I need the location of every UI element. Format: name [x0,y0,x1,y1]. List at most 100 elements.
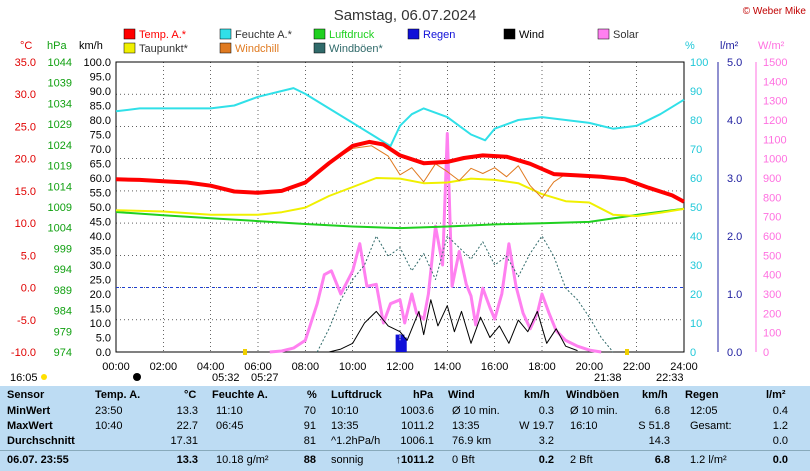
wind-tick-label: 65.0 [90,159,111,171]
pressure-tick-label: 994 [54,264,72,276]
rain-time: 1.2 l/m² [690,454,727,466]
wind-tick-label: 45.0 [90,217,111,229]
legend-swatch [407,28,420,40]
time-tick-label: 00:00 [102,361,130,373]
header-hum-unit: % [307,389,317,401]
time-tick-label: 08:00 [292,361,320,373]
solar-tick-label: 700 [763,212,781,224]
press-time: 13:35 [331,420,359,432]
wind-value: 3.2 [538,435,554,447]
legend-swatch [219,28,232,40]
rain-tick-label: 4.0 [727,115,742,127]
temp-tick-label: -10.0 [11,347,36,359]
rain-value: 1.2 [772,420,788,432]
temp-value: 17.31 [170,435,198,447]
wind-tick-label: 20.0 [90,289,111,301]
header-temp: Temp. A. [95,389,141,401]
wind-tick-label: 90.0 [90,86,111,98]
wind-time: Ø 10 min. [452,405,500,417]
rain-value: 0.4 [772,405,788,417]
legend-label: Temp. A.* [139,29,187,41]
legend-swatch [597,28,610,40]
series-line-windb-en [316,235,614,353]
pressure-tick-label: 1039 [48,78,72,90]
humidity-tick-label: 100 [690,57,708,69]
legend-label: Windböen* [329,43,384,55]
pressure-tick-label: 1029 [48,119,72,131]
temp-value: 13.3 [176,405,198,417]
wind-tick-label: 50.0 [90,202,111,214]
row-label: Durchschnitt [7,435,75,447]
solar-tick-label: 0 [763,347,769,359]
legend-swatch [313,28,326,40]
time-tick-label: 10:00 [339,361,367,373]
wind-tick-label: 35.0 [90,246,111,258]
pressure-unit-label: hPa [47,40,67,52]
row-label: MaxWert [7,420,53,432]
rain-bar [395,334,400,352]
humidity-tick-label: 30 [690,260,702,272]
header-temp-unit: °C [184,389,197,401]
temp-unit-label: °C [20,40,32,52]
rain-value: 0.0 [772,435,788,447]
rain-time: Gesamt: [690,420,732,432]
press-time: sonnig [331,454,364,466]
row-label: 06.07. 23:55 [7,454,69,466]
series-line-feuchte-a [115,87,685,148]
wind-unit-label: km/h [79,40,103,52]
temp-time: 10:40 [95,420,123,432]
legend-label: Solar [613,29,639,41]
solar-tick-label: 800 [763,192,781,204]
temp-tick-label: 10.0 [15,218,36,230]
series-line-windchill [328,145,566,199]
humidity-tick-label: 0 [690,347,696,359]
header-press: Luftdruck [331,389,382,401]
gust-value: S 51.8 [638,420,670,432]
wind-time: 76.9 km [452,435,492,447]
chart-series [115,87,685,354]
pressure-tick-label: 999 [54,243,72,255]
solar-unit-label: W/m² [758,40,785,52]
solar-tick-label: 400 [763,270,781,282]
pressure-tick-label: 989 [54,285,72,297]
solar-tick-label: 100 [763,328,781,340]
gust-time: Ø 10 min. [570,405,618,417]
copyright-text: © Weber Mike [743,6,807,17]
temp-time: 23:50 [95,405,123,417]
rain-unit-label: l/m² [720,40,739,52]
table-row: MinWert 23:50 13.3 11:10 70 10:10 1003.6 Ø 10 m… [0,404,810,419]
sun-icon [41,374,47,380]
humidity-unit-label: % [685,40,695,52]
weather-chart: 35.0 30.0 25.0 20.0 15.0 10.0 5.0 0.0 -5.0 -10.0 0… [10,6,807,384]
temp-tick-label: 5.0 [21,250,36,262]
wind-tick-label: 30.0 [90,260,111,272]
sunrise-label: 05:32 [212,372,240,384]
temp-value: 22.7 [176,420,198,432]
legend-swatch [219,42,232,54]
time-tick-label: 22:00 [623,361,651,373]
header-gust-unit: km/h [642,389,668,401]
time-tick-label: 12:00 [386,361,414,373]
time-tick-label: 06:00 [244,361,272,373]
wind-value: W 19.7 [519,420,554,432]
temp-tick-label: 15.0 [15,186,36,198]
header-press-unit: hPa [413,389,434,401]
solar-tick-label: 1300 [763,96,787,108]
table-row: MaxWert 10:40 22.7 06:45 91 13:35 1011.2 13:35 W… [0,419,810,434]
press-value: 1003.6 [400,405,434,417]
pressure-tick-label: 1044 [48,57,72,69]
header-wind-unit: km/h [524,389,550,401]
pressure-tick-label: 984 [54,306,72,318]
wind-tick-label: 60.0 [90,173,111,185]
humidity-tick-label: 40 [690,231,702,243]
press-value: 1006.1 [400,435,434,447]
solar-tick-label: 900 [763,173,781,185]
pressure-tick-label: 1009 [48,202,72,214]
chart-legend: Temp. A.* Feuchte A.* Luftdruck Regen Wind So… [123,28,639,55]
sunset-marker [625,349,629,355]
time-tick-label: 24:00 [670,361,698,373]
solar-tick-label: 500 [763,250,781,262]
temp-tick-label: 20.0 [15,154,36,166]
wind-time: 13:35 [452,420,480,432]
header-rain: Regen [685,389,719,401]
